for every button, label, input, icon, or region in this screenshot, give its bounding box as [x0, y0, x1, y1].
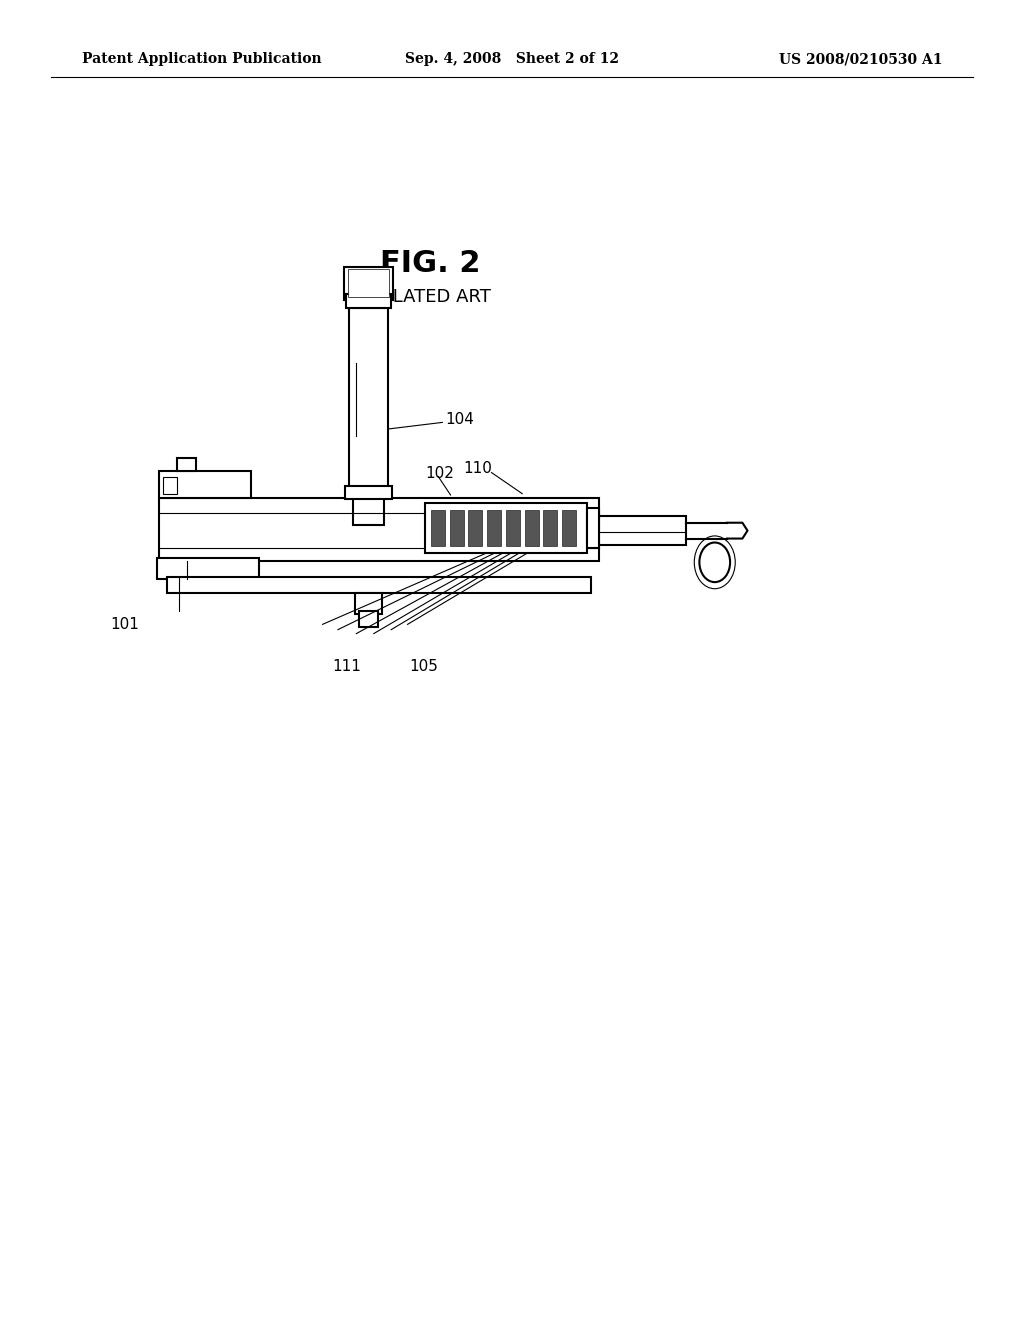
- Bar: [524, 510, 539, 546]
- Bar: [487, 510, 501, 546]
- Bar: [431, 510, 445, 546]
- Bar: [425, 503, 587, 553]
- Bar: [353, 496, 384, 525]
- Text: 104: 104: [445, 412, 474, 428]
- Bar: [157, 558, 259, 579]
- Bar: [543, 510, 557, 546]
- Bar: [159, 498, 599, 561]
- Bar: [468, 510, 482, 546]
- Bar: [349, 308, 388, 495]
- Bar: [562, 510, 575, 546]
- Text: Patent Application Publication: Patent Application Publication: [82, 53, 322, 66]
- Text: US 2008/0210530 A1: US 2008/0210530 A1: [778, 53, 942, 66]
- Bar: [348, 269, 389, 297]
- Bar: [346, 294, 391, 308]
- Bar: [344, 267, 393, 300]
- Bar: [587, 508, 599, 548]
- Bar: [599, 516, 686, 545]
- Text: Sep. 4, 2008   Sheet 2 of 12: Sep. 4, 2008 Sheet 2 of 12: [406, 53, 618, 66]
- Text: 110: 110: [463, 461, 492, 477]
- Bar: [159, 471, 251, 498]
- Bar: [163, 477, 177, 494]
- Text: 105: 105: [410, 659, 438, 675]
- Bar: [177, 458, 196, 471]
- Text: 111: 111: [333, 659, 361, 675]
- Bar: [506, 510, 520, 546]
- Text: RELATED ART: RELATED ART: [369, 288, 492, 306]
- Bar: [355, 593, 382, 614]
- Bar: [359, 611, 378, 627]
- Text: 102: 102: [425, 466, 454, 482]
- Bar: [167, 577, 591, 593]
- Bar: [450, 510, 464, 546]
- Bar: [345, 486, 392, 499]
- Text: FIG. 2: FIG. 2: [380, 249, 480, 279]
- Text: 101: 101: [111, 616, 139, 632]
